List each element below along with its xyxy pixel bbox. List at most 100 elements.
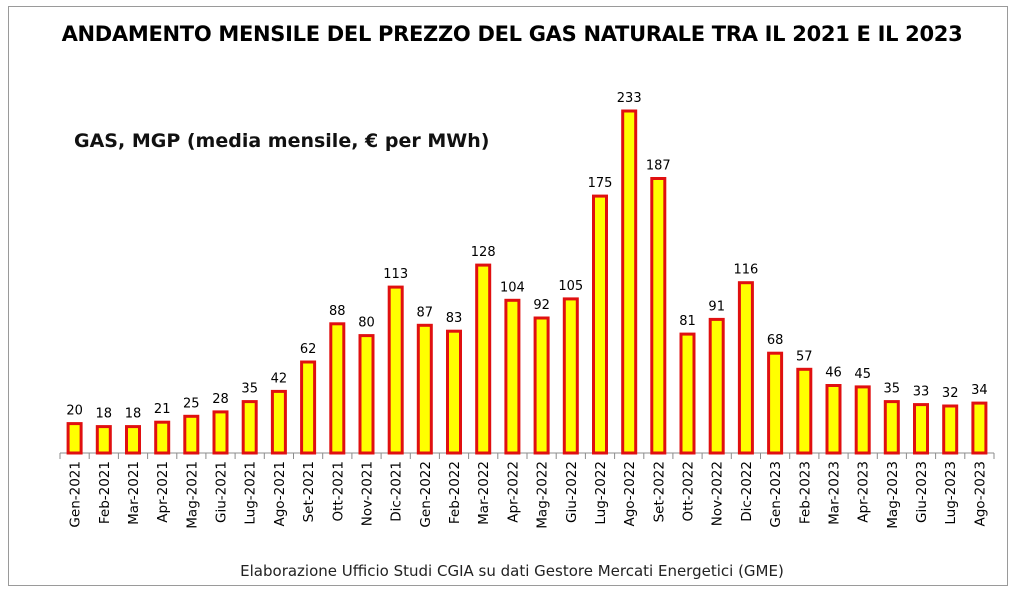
bar-Ott-2021 xyxy=(329,322,346,455)
chart-subtitle: GAS, MGP (media mensile, € per MWh) xyxy=(74,130,490,152)
bar-Dic-2022 xyxy=(737,281,754,455)
category-label: Lug-2021 xyxy=(243,461,259,525)
bar-Lug-2021 xyxy=(241,400,258,455)
value-label: 34 xyxy=(971,383,988,398)
category-label: Lug-2023 xyxy=(943,461,959,525)
category-label: Giu-2021 xyxy=(214,461,230,523)
value-label: 83 xyxy=(446,311,463,326)
bar-Dic-2021 xyxy=(387,285,404,455)
category-label: Lug-2022 xyxy=(593,461,609,525)
category-label: Ott-2021 xyxy=(330,461,346,521)
bar-Apr-2021 xyxy=(154,420,171,455)
category-label: Giu-2022 xyxy=(564,461,580,523)
bar-Lug-2022 xyxy=(592,194,608,455)
bar-Mar-2023 xyxy=(825,384,842,455)
value-label: 87 xyxy=(417,305,434,320)
bar-Gen-2023 xyxy=(767,351,784,455)
value-label: 175 xyxy=(588,176,613,191)
value-label: 113 xyxy=(383,267,408,282)
value-label: 32 xyxy=(942,386,959,401)
category-labels-group: Gen-2021 Feb-2021 Mar-2021 Apr-2021 Mag-2021… xyxy=(68,461,989,529)
category-label: Gen-2021 xyxy=(68,461,84,528)
value-label: 187 xyxy=(646,159,671,174)
source-note: Elaborazione Ufficio Studi CGIA su dati … xyxy=(240,562,784,580)
value-label: 91 xyxy=(708,299,725,314)
value-label: 92 xyxy=(533,298,550,313)
category-label: Apr-2021 xyxy=(155,461,171,523)
value-label: 46 xyxy=(825,366,842,381)
category-label: Apr-2022 xyxy=(505,461,521,523)
value-label: 68 xyxy=(767,333,784,348)
bar-Gen-2022 xyxy=(416,323,433,455)
value-label: 18 xyxy=(96,407,113,422)
category-label: Feb-2023 xyxy=(797,461,813,524)
category-label: Set-2022 xyxy=(651,461,667,522)
value-label: 25 xyxy=(183,396,200,411)
chart-frame xyxy=(8,6,1008,586)
value-label: 88 xyxy=(329,304,346,319)
category-label: Mar-2023 xyxy=(827,461,843,525)
bar-Mag-2023 xyxy=(883,400,900,455)
value-label: 18 xyxy=(125,407,142,422)
category-label: Dic-2022 xyxy=(739,461,755,522)
bar-Mag-2022 xyxy=(533,316,550,455)
bar-Apr-2023 xyxy=(854,385,871,455)
value-label: 35 xyxy=(884,382,901,397)
value-label: 116 xyxy=(733,263,758,278)
value-label: 21 xyxy=(154,402,171,417)
category-label: Mar-2021 xyxy=(126,461,142,525)
value-label: 45 xyxy=(854,367,871,382)
bar-Apr-2022 xyxy=(504,298,521,455)
category-label: Dic-2021 xyxy=(389,461,405,522)
category-label: Nov-2022 xyxy=(710,461,726,526)
bars-group xyxy=(59,109,995,459)
bar-Giu-2022 xyxy=(562,297,579,455)
category-label: Gen-2022 xyxy=(418,461,434,528)
category-label: Mag-2022 xyxy=(535,461,551,529)
category-label: Ott-2022 xyxy=(681,461,697,521)
value-label: 28 xyxy=(212,392,229,407)
bar-Feb-2022 xyxy=(446,329,462,455)
value-labels-group: 20 18 18 21 25 28 35 42 62 88 80 113 87 83 128 104 92 105… xyxy=(66,91,987,422)
bar-Ago-2021 xyxy=(270,389,287,455)
bar-Gen-2021 xyxy=(66,422,83,455)
value-label: 20 xyxy=(66,404,83,419)
value-label: 105 xyxy=(558,279,583,294)
bar-Giu-2021 xyxy=(212,410,229,455)
bar-Nov-2022 xyxy=(708,317,725,455)
bar-Ago-2022 xyxy=(621,109,638,455)
bar-Mar-2022 xyxy=(475,263,492,455)
category-label: Feb-2021 xyxy=(97,461,113,524)
chart-title: ANDAMENTO MENSILE DEL PREZZO DEL GAS NAT… xyxy=(61,22,963,46)
value-label: 42 xyxy=(271,371,288,386)
bar-Nov-2021 xyxy=(358,334,375,455)
category-label: Set-2021 xyxy=(301,461,317,522)
bar-Set-2021 xyxy=(300,360,317,455)
category-label: Mag-2023 xyxy=(885,461,901,529)
value-label: 57 xyxy=(796,349,813,364)
category-label: Gen-2023 xyxy=(768,461,784,528)
category-label: Ago-2022 xyxy=(622,461,638,527)
bar-Feb-2023 xyxy=(796,367,813,455)
category-label: Feb-2022 xyxy=(447,461,463,524)
bar-Set-2022 xyxy=(650,177,667,455)
value-label: 104 xyxy=(500,280,525,295)
value-label: 62 xyxy=(300,342,317,357)
bar-Giu-2023 xyxy=(913,403,929,455)
category-label: Ago-2021 xyxy=(272,461,288,527)
bar-Feb-2021 xyxy=(95,425,112,455)
value-label: 33 xyxy=(913,385,930,400)
category-label: Apr-2023 xyxy=(856,461,872,523)
bar-Mar-2021 xyxy=(125,425,141,455)
bar-Ott-2022 xyxy=(679,332,696,455)
category-label: Ago-2023 xyxy=(972,461,988,527)
category-label: Nov-2021 xyxy=(360,461,376,526)
value-label: 233 xyxy=(617,91,642,106)
value-label: 128 xyxy=(471,245,496,260)
category-label: Giu-2023 xyxy=(914,461,930,523)
category-label: Mag-2021 xyxy=(184,461,200,529)
bar-Lug-2023 xyxy=(942,404,959,455)
bar-Mag-2021 xyxy=(183,414,200,455)
value-label: 81 xyxy=(679,314,696,329)
